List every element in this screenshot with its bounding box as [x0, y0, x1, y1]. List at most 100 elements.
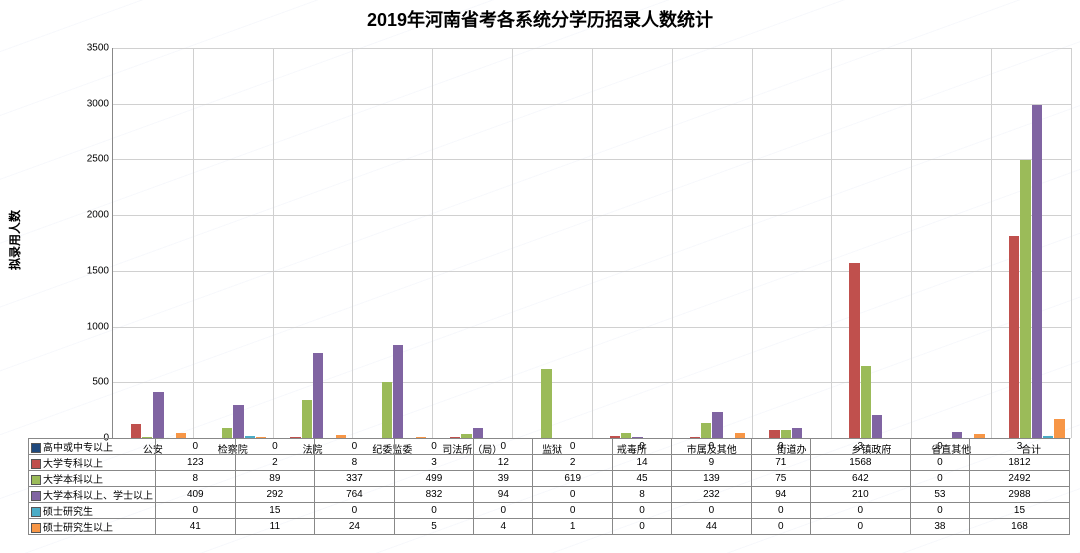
- category-group: 公安: [113, 48, 194, 438]
- value-cell: 5: [394, 519, 474, 535]
- y-tick-label: 500: [92, 377, 109, 388]
- value-cell: 0: [810, 519, 910, 535]
- value-cell: 94: [474, 487, 533, 503]
- bar-group: [998, 48, 1065, 438]
- value-cell: 38: [910, 519, 969, 535]
- category-group: 司法所（局）: [432, 48, 513, 438]
- value-cell: 0: [156, 503, 236, 519]
- legend-swatch: [31, 443, 41, 453]
- value-cell: 11: [235, 519, 315, 535]
- value-cell: 15: [969, 503, 1069, 519]
- bar-group: [918, 48, 985, 438]
- series-name: 大学本科以上: [43, 475, 103, 486]
- value-cell: 0: [235, 439, 315, 455]
- series-label-cell: 大学专科以上: [29, 455, 156, 471]
- value-cell: 168: [969, 519, 1069, 535]
- bar: [861, 366, 871, 438]
- value-cell: 0: [672, 439, 752, 455]
- y-tick-label: 3000: [87, 98, 109, 109]
- legend-swatch: [31, 459, 41, 469]
- value-cell: 642: [810, 471, 910, 487]
- bar: [1020, 160, 1030, 438]
- value-cell: 0: [474, 439, 533, 455]
- value-cell: 139: [672, 471, 752, 487]
- legend-swatch: [31, 507, 41, 517]
- category-group: 省直其他: [911, 48, 992, 438]
- value-cell: 3: [969, 439, 1069, 455]
- bar: [153, 392, 163, 438]
- bar-group: [279, 48, 346, 438]
- series-label-cell: 硕士研究生以上: [29, 519, 156, 535]
- value-cell: 2: [533, 455, 613, 471]
- bar: [473, 428, 483, 438]
- value-cell: 15: [235, 503, 315, 519]
- chart-title: 2019年河南省考各系统分学历招录人数统计: [0, 6, 1080, 32]
- value-cell: 41: [156, 519, 236, 535]
- series-name: 硕士研究生: [43, 507, 93, 518]
- bar: [1009, 236, 1019, 438]
- value-cell: 409: [156, 487, 236, 503]
- category-group: 戒毒所: [592, 48, 673, 438]
- value-cell: 0: [910, 503, 969, 519]
- value-cell: 0: [156, 439, 236, 455]
- category-group: 市属及其他: [672, 48, 753, 438]
- value-cell: 3: [810, 439, 910, 455]
- value-cell: 3: [394, 455, 474, 471]
- value-cell: 2492: [969, 471, 1069, 487]
- value-cell: 71: [751, 455, 810, 471]
- value-cell: 0: [612, 439, 671, 455]
- value-cell: 94: [751, 487, 810, 503]
- bar: [131, 424, 141, 438]
- series-label-cell: 高中或中专以上: [29, 439, 156, 455]
- value-cell: 14: [612, 455, 671, 471]
- value-cell: 45: [612, 471, 671, 487]
- value-cell: 337: [315, 471, 395, 487]
- category-group: 合计: [991, 48, 1072, 438]
- value-cell: 764: [315, 487, 395, 503]
- bar: [302, 400, 312, 438]
- value-cell: 8: [315, 455, 395, 471]
- y-tick-label: 2500: [87, 154, 109, 165]
- value-cell: 1568: [810, 455, 910, 471]
- bar-group: [838, 48, 905, 438]
- category-group: 法院: [273, 48, 354, 438]
- value-cell: 8: [156, 471, 236, 487]
- y-tick-label: 1000: [87, 321, 109, 332]
- category-group: 纪委监委: [353, 48, 434, 438]
- value-cell: 0: [474, 503, 533, 519]
- bar-group: [598, 48, 665, 438]
- value-cell: 24: [315, 519, 395, 535]
- value-cell: 0: [533, 503, 613, 519]
- value-cell: 292: [235, 487, 315, 503]
- bar: [1032, 105, 1042, 438]
- value-cell: 9: [672, 455, 752, 471]
- value-cell: 0: [315, 439, 395, 455]
- bar-group: [359, 48, 426, 438]
- value-cell: 53: [910, 487, 969, 503]
- y-tick-label: 3500: [87, 43, 109, 54]
- bar-group: [758, 48, 825, 438]
- value-cell: 832: [394, 487, 474, 503]
- bar-group: [119, 48, 186, 438]
- bar: [712, 412, 722, 438]
- bar: [233, 405, 243, 438]
- category-group: 街道办: [752, 48, 833, 438]
- y-axis-label: 拟录用人数: [6, 210, 23, 270]
- bar-group: [199, 48, 266, 438]
- value-cell: 619: [533, 471, 613, 487]
- value-cell: 0: [751, 503, 810, 519]
- table-row: 硕士研究生01500000000015: [29, 503, 1070, 519]
- category-group: 监狱: [512, 48, 593, 438]
- bar: [382, 382, 392, 438]
- bar: [849, 263, 859, 438]
- series-label-cell: 大学本科以上: [29, 471, 156, 487]
- value-cell: 0: [672, 503, 752, 519]
- value-cell: 89: [235, 471, 315, 487]
- value-cell: 210: [810, 487, 910, 503]
- legend-swatch: [31, 523, 41, 533]
- y-tick-label: 1500: [87, 265, 109, 276]
- value-cell: 1: [533, 519, 613, 535]
- value-cell: 499: [394, 471, 474, 487]
- value-cell: 232: [672, 487, 752, 503]
- bar: [769, 430, 779, 438]
